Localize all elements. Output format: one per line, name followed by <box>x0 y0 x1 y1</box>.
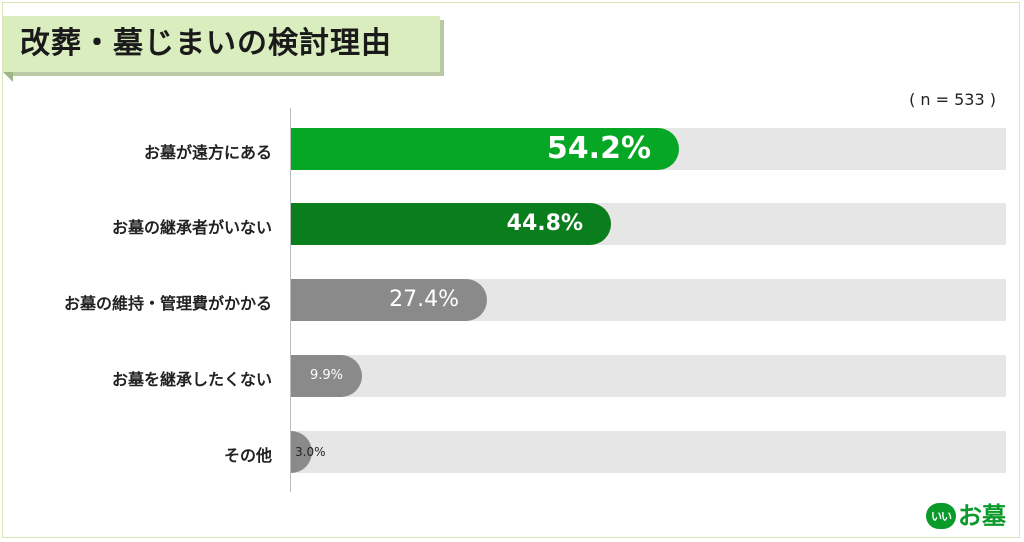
category-label: お墓が遠方にある <box>143 143 272 162</box>
sample-size-label: ( n = 533 ) <box>909 90 996 109</box>
brand-logo: いい お墓 <box>926 502 1006 530</box>
title-box <box>3 16 440 72</box>
bar-value-label: 27.4% <box>389 287 459 312</box>
category-label: お墓を継承したくない <box>111 370 272 389</box>
category-label: お墓の維持・管理費がかかる <box>63 294 272 313</box>
logo-badge: いい <box>926 503 956 529</box>
category-label: その他 <box>223 446 272 465</box>
category-axis-line <box>290 108 291 492</box>
bar-track <box>291 355 1006 397</box>
bar <box>291 128 679 170</box>
bar-value-label: 3.0% <box>295 445 326 459</box>
logo-text: お墓 <box>958 502 1006 530</box>
bar-value-label: 54.2% <box>546 131 651 166</box>
bar-value-label: 44.8% <box>506 211 583 236</box>
bar-value-label: 9.9% <box>309 368 344 383</box>
bar <box>291 279 487 321</box>
bar <box>291 431 312 473</box>
category-label: お墓の継承者がいない <box>111 218 272 237</box>
title-box-fold <box>3 72 13 82</box>
bar-track <box>291 431 1006 473</box>
bar <box>291 355 362 397</box>
bar <box>291 203 611 245</box>
chart-title: 改葬・墓じまいの検討理由 <box>20 26 392 61</box>
